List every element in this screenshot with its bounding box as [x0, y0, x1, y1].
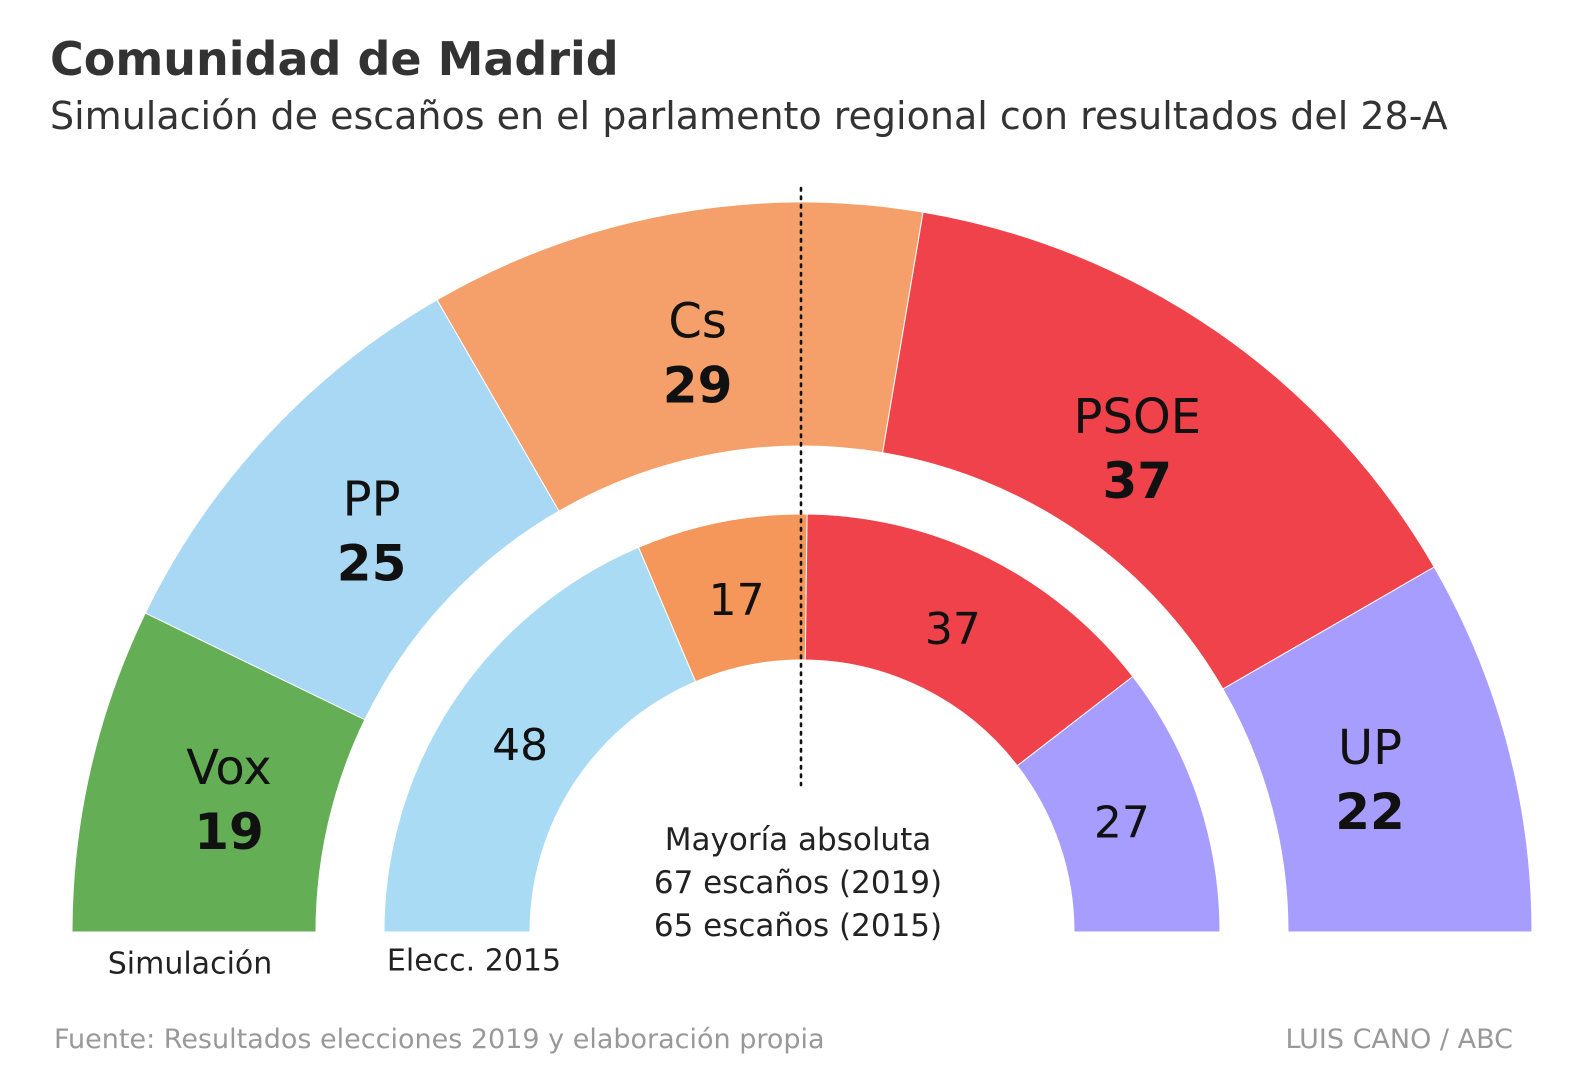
source-note: Fuente: Resultados elecciones 2019 y ela… [54, 1024, 825, 1055]
party-label-psoe: PSOE [1074, 389, 1202, 445]
credit-note: LUIS CANO / ABC [1285, 1024, 1513, 1055]
chart-subtitle: Simulación de escaños en el parlamento r… [50, 94, 1448, 138]
seat-label-simulaci-n-up: 22 [1335, 783, 1405, 841]
seat-label-elecc-2015-pp: 48 [492, 720, 548, 771]
segment-elecc-2015-up [1016, 675, 1221, 933]
seat-label-simulaci-n-vox: 19 [194, 803, 264, 861]
ring-label-simulaci-n: Simulación [108, 947, 273, 982]
party-label-vox: Vox [186, 740, 271, 796]
seat-label-simulaci-n-cs: 29 [663, 356, 733, 414]
seat-label-elecc-2015-cs: 17 [709, 575, 765, 626]
majority-label-line-2: 67 escaños (2019) [654, 865, 942, 901]
labels-layer: Vox 19 PP 25 Cs 29 PSOE 37 UP 22 Simulación 48 17 37 2… [108, 293, 1405, 981]
seat-label-simulaci-n-pp: 25 [337, 534, 407, 592]
segment-simulaci-n-psoe [882, 211, 1435, 690]
seat-label-elecc-2015-up: 27 [1094, 797, 1150, 848]
seat-label-simulaci-n-psoe: 37 [1103, 452, 1173, 510]
majority-label: Mayoría absoluta 67 escaños (2019) 65 esca… [654, 822, 942, 944]
majority-label-line-1: Mayoría absoluta [665, 822, 931, 858]
majority-label-line-3: 65 escaños (2015) [654, 908, 942, 944]
segment-elecc-2015-pp [383, 546, 697, 933]
segment-simulaci-n-up [1222, 566, 1533, 933]
segment-elecc-2015-psoe [804, 513, 1134, 767]
party-label-pp: PP [343, 471, 401, 527]
ring-label-elecc-2015: Elecc. 2015 [387, 944, 561, 979]
segments-layer [71, 201, 1533, 933]
party-label-up: UP [1338, 720, 1402, 776]
party-label-cs: Cs [668, 293, 727, 349]
seat-label-elecc-2015-psoe: 37 [925, 604, 981, 655]
chart-title: Comunidad de Madrid [50, 32, 619, 86]
